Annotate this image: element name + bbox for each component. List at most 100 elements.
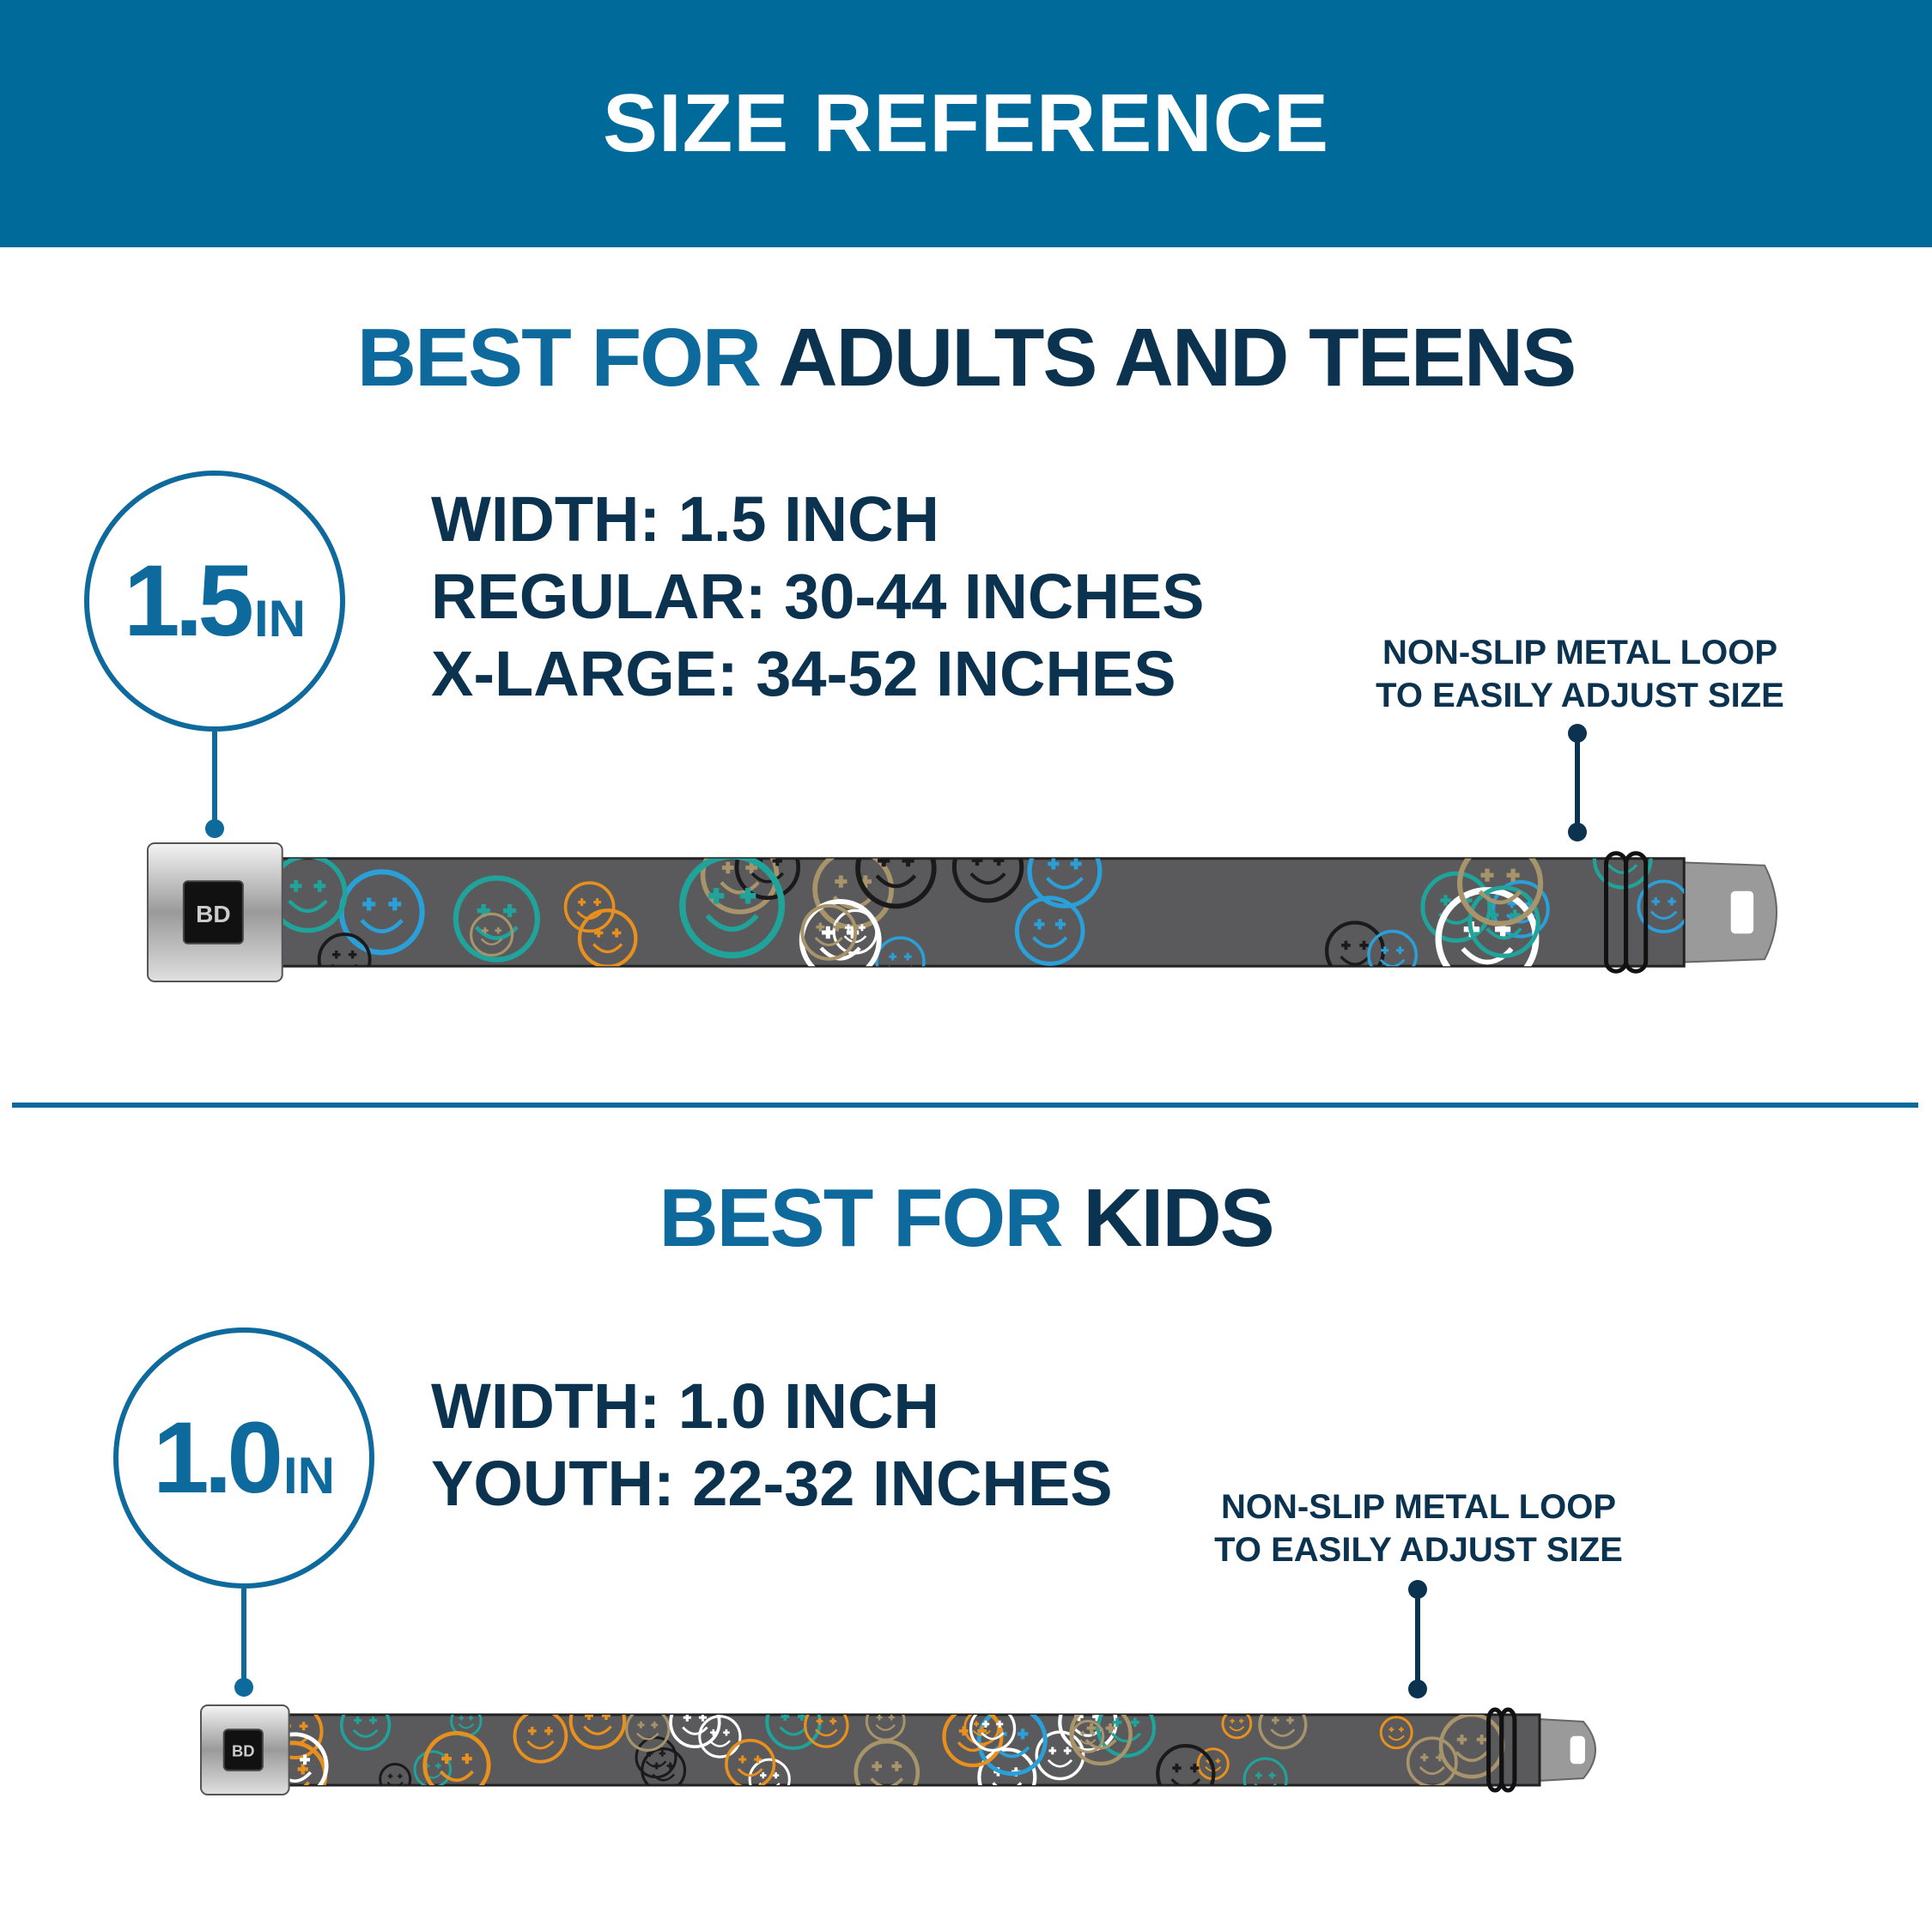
smiley-mouth [981, 1732, 1005, 1741]
smiley-face [470, 912, 514, 957]
smiley-face [625, 1714, 671, 1752]
smiley-mouth [1485, 927, 1522, 940]
smiley-face [700, 858, 780, 914]
belt-kids-image: BD [200, 1704, 1596, 1795]
smiley-cross-eyes-icon [1480, 868, 1520, 882]
smiley-cross-eyes-icon [528, 1727, 553, 1735]
callout-dot-bottom [1568, 823, 1587, 841]
tongue-slot [1570, 1735, 1585, 1765]
width-badge-adults: 1.5 IN [84, 471, 345, 732]
smiley-face [563, 881, 616, 933]
smiley-cross-eyes-icon [958, 1726, 987, 1736]
smiley-cross-eyes-icon [1034, 919, 1066, 930]
smiley-mouth [1084, 1739, 1117, 1750]
smiley-mouth [1419, 1765, 1445, 1776]
smiley-cross-eyes-icon [441, 1753, 472, 1765]
spec-regular: REGULAR: 30-44 INCHES [431, 561, 1205, 632]
smiley-mouth [439, 1770, 474, 1783]
smiley-face [379, 1762, 412, 1786]
smiley-cross-eyes-icon [835, 875, 872, 888]
badge-number: 1.0 [152, 1401, 283, 1515]
smiley-cross-eyes-icon [781, 1714, 806, 1722]
smiley-mouth [969, 872, 1006, 885]
smiley-face [1069, 1714, 1133, 1766]
smiley-cross-eyes-icon [1487, 909, 1521, 920]
callout-line-1: NON-SLIP METAL LOOP [1220, 1488, 1617, 1526]
smiley-face [1242, 1757, 1288, 1786]
smiley-mouth [819, 946, 861, 961]
badge-pointer-dot [205, 819, 224, 838]
smiley-face [568, 1714, 627, 1750]
smiley-face [422, 1730, 491, 1786]
smiley-cross-eyes-icon [578, 898, 602, 907]
smiley-cross-eyes-icon [708, 887, 756, 904]
smiley-face [1071, 1719, 1105, 1753]
smiley-face [969, 1714, 1017, 1753]
smiley-face [669, 1714, 721, 1749]
smiley-cross-eyes-icon [1271, 1716, 1294, 1724]
smiley-cross-eyes-icon [971, 858, 1005, 866]
buckle-logo-plate [182, 880, 244, 945]
badge-pointer-dot [234, 1678, 253, 1697]
smiley-mouth [1461, 946, 1514, 965]
smiley-mouth [1388, 1735, 1405, 1741]
smiley-face [875, 936, 926, 967]
smiley-face [951, 858, 1024, 903]
smiley-pattern [283, 1714, 1505, 1786]
smiley-mouth [592, 943, 623, 954]
smiley-cross-eyes-icon [459, 1716, 474, 1721]
smiley-cross-eyes-icon [331, 950, 357, 959]
smiley-face [317, 933, 372, 967]
smiley-mouth [682, 1726, 708, 1735]
callout-dot-bottom [1408, 1680, 1427, 1698]
smiley-cross-eyes-icon [354, 1716, 377, 1724]
smiley-face [1406, 1736, 1458, 1786]
smiley-cross-eyes-icon [1048, 858, 1082, 870]
smiley-face [273, 858, 348, 933]
smiley-mouth [303, 1781, 310, 1786]
buckle-logo-icon: BD [196, 901, 231, 927]
smiley-cross-eyes-icon [289, 879, 326, 892]
smiley-mouth [360, 919, 404, 933]
adults-section-title: BEST FOR ADULTS AND TEENS [0, 311, 1932, 405]
smiley-mouth [1047, 1759, 1073, 1768]
smiley-mouth [1229, 1726, 1245, 1732]
smiley-face [1637, 879, 1685, 933]
metal-loop [1499, 1707, 1517, 1793]
smiley-face [413, 1750, 453, 1786]
smiley-cross-eyes-icon [283, 1764, 308, 1775]
belt-adults-image: BD [147, 842, 1777, 982]
smiley-face [1014, 896, 1085, 966]
smiley-mouth [750, 872, 785, 884]
page-title: SIZE REFERENCE [602, 77, 1330, 169]
kids-specs: WIDTH: 1.0 INCH YOUTH: 22-32 INCHES [431, 1368, 1113, 1522]
smiley-cross-eyes-icon [477, 903, 517, 918]
smiley-cross-eyes-icon [816, 922, 842, 932]
smiley-cross-eyes-icon [1388, 1727, 1404, 1733]
adults-loop-callout: NON-SLIP METAL LOOP TO EASILY ADJUST SIZ… [1365, 631, 1795, 717]
section-divider [12, 1103, 1918, 1108]
badge-number: 1.5 [123, 544, 254, 658]
smiley-cross-eyes-icon [584, 1714, 611, 1721]
smiley-face [865, 1714, 906, 1741]
smiley-cross-eyes-icon [1230, 1718, 1244, 1723]
smiley-cross-eyes-icon [816, 1717, 837, 1725]
smiley-cross-eyes-icon [1420, 1753, 1444, 1762]
smiley-mouth [1607, 864, 1638, 874]
buckle-logo-plate [222, 1728, 264, 1771]
smiley-cross-eyes-icon [593, 928, 622, 938]
smiley-cross-eyes-icon [637, 1721, 659, 1728]
smiley-mouth [288, 899, 328, 914]
smiley-cross-eyes-icon [1080, 1730, 1096, 1736]
smiley-mouth [1079, 1739, 1097, 1745]
smiley-cross-eyes-icon [845, 924, 866, 932]
smiley-face [1492, 879, 1550, 939]
smiley-cross-eyes-icon [683, 1714, 707, 1722]
spec-width: WIDTH: 1.0 INCH [431, 1370, 939, 1442]
smiley-mouth [480, 938, 503, 946]
smiley-mouth [1379, 958, 1406, 967]
smiley-mouth [352, 1728, 379, 1738]
smiley-cross-eyes-icon [1172, 1763, 1200, 1773]
smiley-mouth [1111, 1732, 1141, 1743]
belt-strap [281, 1713, 1541, 1787]
